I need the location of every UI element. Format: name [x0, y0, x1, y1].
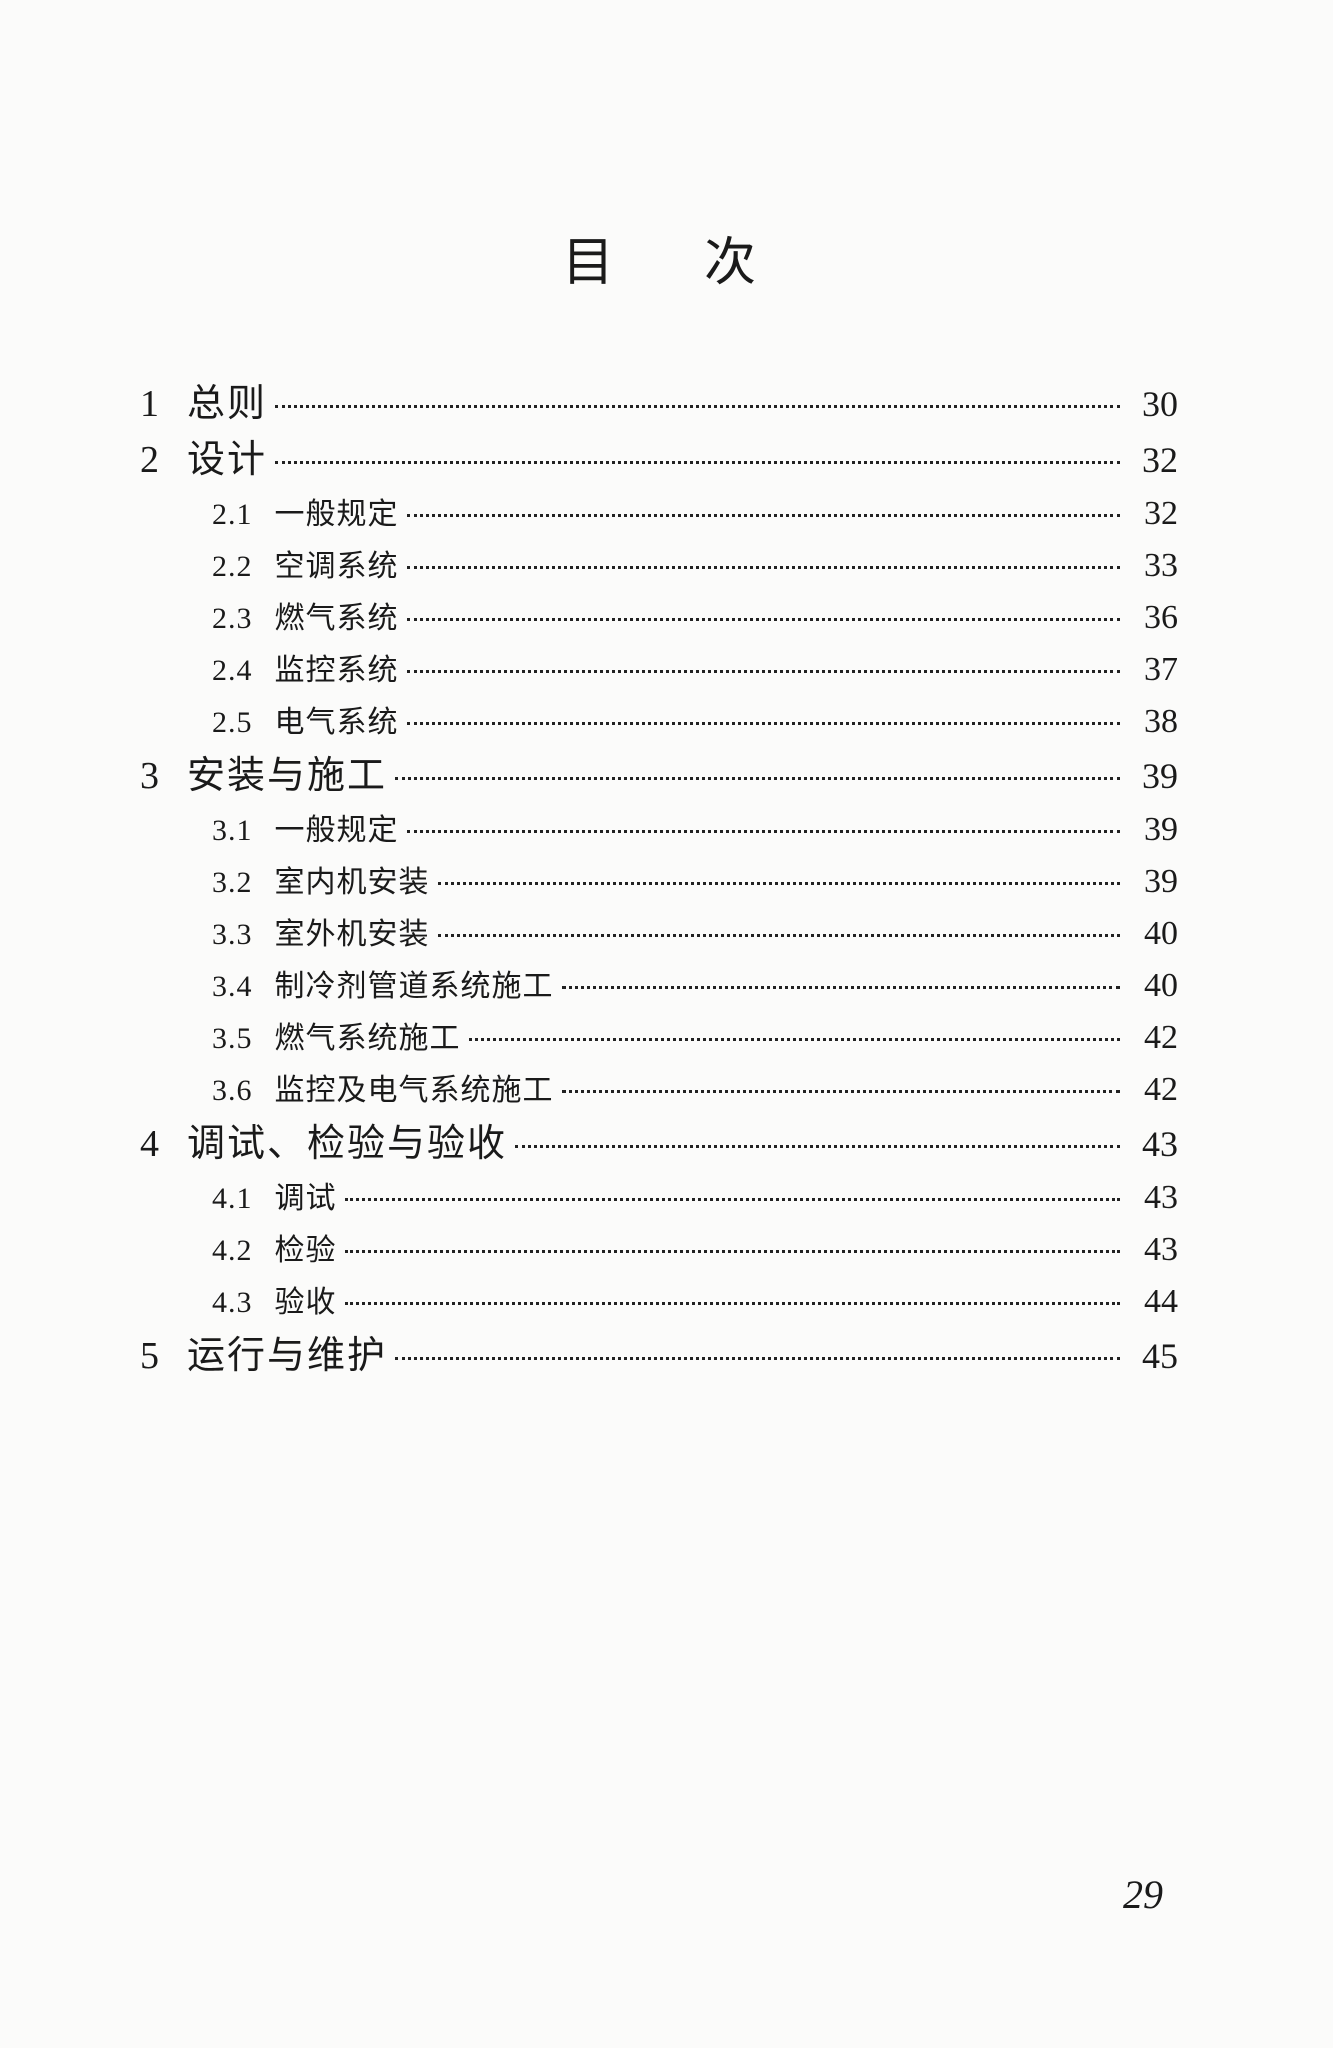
toc-entry-number: 2.1 [212, 500, 253, 530]
toc-entry-number: 3.2 [212, 868, 253, 898]
toc-entry-page: 33 [1130, 549, 1178, 583]
toc-section-row: 2.1 一般规定 32 [140, 497, 1178, 531]
toc-entry-number: 3 [140, 757, 159, 795]
toc-entry-page: 39 [1130, 758, 1178, 794]
toc-entry-label: 检验 [275, 1236, 337, 1266]
toc-leader-dots [407, 830, 1121, 833]
toc-entry-number: 2 [140, 441, 159, 479]
toc-entry-label: 室内机安装 [275, 868, 430, 898]
page-number: 29 [1123, 1871, 1163, 1918]
toc-section-row: 3.1 一般规定 39 [140, 813, 1178, 847]
toc-entry-page: 32 [1130, 442, 1178, 478]
toc-section-row: 4.3 验收 44 [140, 1285, 1178, 1319]
toc-leader-dots [407, 566, 1121, 569]
toc-entry-number: 2.5 [212, 708, 253, 738]
toc-entry-number: 2.3 [212, 604, 253, 634]
toc-leader-dots [407, 722, 1121, 725]
toc-entry-page: 30 [1130, 386, 1178, 422]
toc-entry-label: 安装与施工 [187, 757, 387, 795]
toc-leader-dots [407, 514, 1121, 517]
toc-section-row: 4.2 检验 43 [140, 1233, 1178, 1267]
toc-entry-number: 2.2 [212, 552, 253, 582]
toc-entry-page: 39 [1130, 865, 1178, 899]
toc-entry-number: 1 [140, 385, 159, 423]
toc-entry-number: 3.4 [212, 972, 253, 1002]
toc-entry-page: 44 [1130, 1285, 1178, 1319]
toc-entry-label: 调试 [275, 1184, 337, 1214]
toc-entry-label: 调试、检验与验收 [187, 1125, 507, 1163]
table-of-contents: 1 总则 30 2 设计 32 2.1 一般规定 32 2.2 空调系统 33 2.3 燃气系统 36 2.4… [140, 385, 1178, 1375]
toc-entry-label: 空调系统 [275, 552, 399, 582]
toc-entry-label: 制冷剂管道系统施工 [275, 972, 554, 1002]
toc-entry-number: 3.3 [212, 920, 253, 950]
toc-entry-label: 燃气系统施工 [275, 1024, 461, 1054]
toc-entry-label: 一般规定 [275, 500, 399, 530]
toc-leader-dots [469, 1038, 1121, 1041]
toc-entry-page: 43 [1130, 1181, 1178, 1215]
toc-chapter-row: 4 调试、检验与验收 43 [140, 1125, 1178, 1163]
toc-entry-page: 42 [1130, 1021, 1178, 1055]
toc-leader-dots [345, 1198, 1121, 1201]
toc-entry-number: 4.3 [212, 1288, 253, 1318]
toc-entry-number: 3.1 [212, 816, 253, 846]
toc-entry-label: 燃气系统 [275, 604, 399, 634]
toc-section-row: 2.4 监控系统 37 [140, 653, 1178, 687]
toc-section-row: 2.2 空调系统 33 [140, 549, 1178, 583]
toc-leader-dots [407, 618, 1121, 621]
toc-entry-label: 电气系统 [275, 708, 399, 738]
toc-title: 目次 [230, 220, 1178, 295]
page-container: 目次 1 总则 30 2 设计 32 2.1 一般规定 32 2.2 空调系统 33 2.3 燃气系统 36… [0, 0, 1333, 2048]
toc-leader-dots [562, 986, 1121, 989]
toc-entry-number: 5 [140, 1337, 159, 1375]
toc-entry-number: 4 [140, 1125, 159, 1163]
toc-entry-page: 32 [1130, 497, 1178, 531]
toc-leader-dots [275, 461, 1120, 464]
toc-chapter-row: 5 运行与维护 45 [140, 1337, 1178, 1375]
toc-leader-dots [345, 1302, 1121, 1305]
toc-entry-page: 45 [1130, 1338, 1178, 1374]
toc-entry-page: 42 [1130, 1073, 1178, 1107]
toc-section-row: 3.2 室内机安装 39 [140, 865, 1178, 899]
toc-entry-label: 监控系统 [275, 656, 399, 686]
toc-entry-page: 39 [1130, 813, 1178, 847]
toc-entry-label: 设计 [187, 441, 267, 479]
toc-chapter-row: 2 设计 32 [140, 441, 1178, 479]
toc-entry-page: 40 [1130, 969, 1178, 1003]
toc-entry-page: 43 [1130, 1233, 1178, 1267]
toc-entry-number: 3.6 [212, 1076, 253, 1106]
toc-leader-dots [395, 777, 1120, 780]
toc-entry-number: 4.1 [212, 1184, 253, 1214]
toc-leader-dots [407, 670, 1121, 673]
toc-section-row: 4.1 调试 43 [140, 1181, 1178, 1215]
toc-leader-dots [275, 405, 1120, 408]
toc-section-row: 3.5 燃气系统施工 42 [140, 1021, 1178, 1055]
toc-section-row: 2.5 电气系统 38 [140, 705, 1178, 739]
toc-entry-label: 一般规定 [275, 816, 399, 846]
toc-entry-page: 36 [1130, 601, 1178, 635]
toc-entry-number: 3.5 [212, 1024, 253, 1054]
toc-section-row: 3.4 制冷剂管道系统施工 40 [140, 969, 1178, 1003]
toc-leader-dots [438, 934, 1121, 937]
toc-chapter-row: 1 总则 30 [140, 385, 1178, 423]
toc-leader-dots [345, 1250, 1121, 1253]
toc-entry-page: 40 [1130, 917, 1178, 951]
toc-leader-dots [438, 882, 1121, 885]
toc-entry-label: 验收 [275, 1288, 337, 1318]
toc-entry-label: 运行与维护 [187, 1337, 387, 1375]
toc-entry-label: 室外机安装 [275, 920, 430, 950]
toc-section-row: 2.3 燃气系统 36 [140, 601, 1178, 635]
toc-entry-page: 37 [1130, 653, 1178, 687]
toc-chapter-row: 3 安装与施工 39 [140, 757, 1178, 795]
toc-entry-number: 2.4 [212, 656, 253, 686]
toc-leader-dots [515, 1145, 1120, 1148]
toc-section-row: 3.6 监控及电气系统施工 42 [140, 1073, 1178, 1107]
toc-entry-label: 总则 [187, 385, 267, 423]
toc-leader-dots [562, 1090, 1121, 1093]
toc-entry-number: 4.2 [212, 1236, 253, 1266]
toc-entry-page: 38 [1130, 705, 1178, 739]
toc-entry-label: 监控及电气系统施工 [275, 1076, 554, 1106]
toc-entry-page: 43 [1130, 1126, 1178, 1162]
toc-leader-dots [395, 1357, 1120, 1360]
toc-section-row: 3.3 室外机安装 40 [140, 917, 1178, 951]
